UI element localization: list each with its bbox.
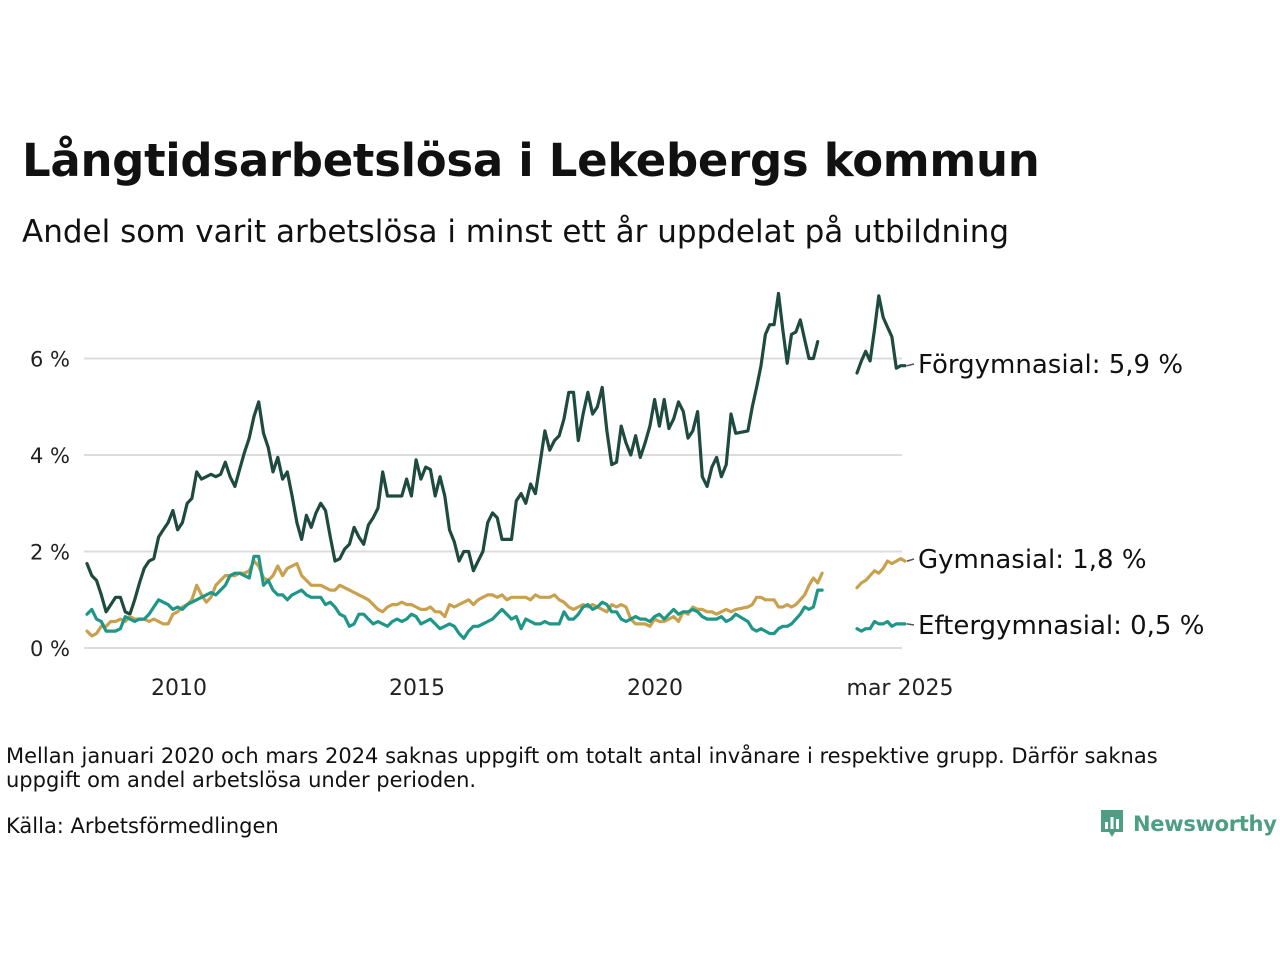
series-label-frgymnasial: Förgymnasial: 5,9 % — [918, 350, 1183, 380]
line-chart: 0 % 2 % 4 % 6 % 2010 2015 2020 mar 2025 Förgym… — [30, 291, 1204, 700]
chart-subtitle: Andel som varit arbetslösa i minst ett å… — [22, 214, 1010, 250]
series-label-eftergymnasial: Eftergymnasial: 0,5 % — [918, 611, 1204, 641]
y-tick-label: 0 % — [30, 637, 70, 661]
series-label-gymnasial: Gymnasial: 1,8 % — [918, 545, 1147, 575]
y-axis-ticks: 0 % 2 % 4 % 6 % — [30, 348, 70, 662]
series-line-eftergymnasial-0 — [85, 554, 824, 640]
footnote: Mellan januari 2020 och mars 2024 saknas… — [6, 744, 1158, 792]
label-connector-frgymnasial — [906, 363, 915, 367]
source-note: Källa: Arbetsförmedlingen — [6, 814, 279, 838]
chart-title: Långtidsarbetslösa i Lekebergs kommun — [22, 134, 1040, 187]
grid-lines — [84, 357, 902, 649]
x-tick-label: 2015 — [389, 676, 445, 700]
y-tick-label: 2 % — [30, 541, 70, 565]
label-connector-eftergymnasial — [906, 623, 915, 626]
series-end-labels: Förgymnasial: 5,9 % Gymnasial: 1,8 % Efter… — [906, 350, 1204, 641]
x-axis-ticks: 2010 2015 2020 mar 2025 — [151, 676, 953, 700]
label-connector-gymnasial — [906, 558, 915, 562]
series-line-eftergymnasial-1 — [855, 619, 907, 633]
y-tick-label: 6 % — [30, 348, 70, 372]
series-line-gymnasial-1 — [855, 557, 907, 590]
x-tick-label: mar 2025 — [847, 676, 954, 700]
brand-name: Newsworthy — [1133, 812, 1277, 836]
series-lines — [85, 291, 907, 640]
brand-logo: Newsworthy — [1099, 808, 1277, 840]
x-tick-label: 2010 — [151, 676, 207, 700]
series-line-frgymnasial-1 — [855, 294, 907, 375]
bar-chart-icon — [1101, 810, 1123, 837]
series-line-gymnasial-0 — [85, 559, 824, 638]
x-tick-label: 2020 — [627, 676, 683, 700]
series-line-frgymnasial-0 — [85, 291, 820, 616]
y-tick-label: 4 % — [30, 444, 70, 468]
